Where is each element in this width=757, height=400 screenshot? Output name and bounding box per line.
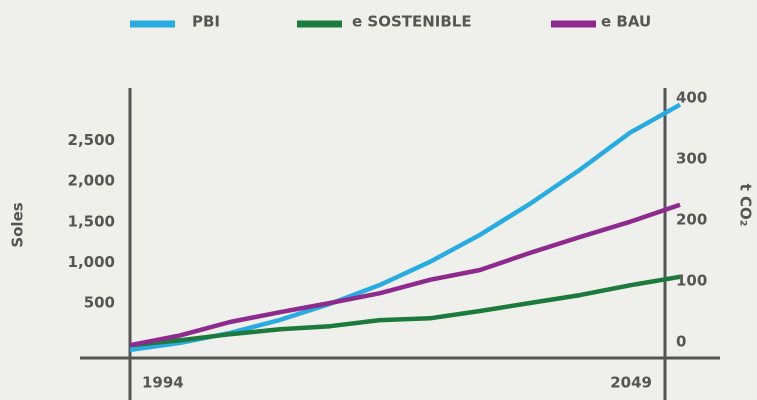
y-tick-label: 1,000 (68, 253, 115, 271)
series-line (129, 202, 681, 348)
series-line (129, 102, 682, 353)
y-axis-label: Soles (9, 202, 27, 247)
legend-label: e BAU (601, 13, 651, 31)
legend-label: e SOSTENIBLE (352, 13, 472, 31)
y-tick-label: 1,500 (68, 212, 115, 230)
y2-tick-label: 0 (676, 333, 686, 351)
y2-tick-label: 400 (676, 88, 707, 106)
y2-tick-label: 200 (676, 210, 707, 228)
series-line (129, 274, 681, 348)
y-tick-label: 500 (84, 293, 115, 311)
y2-tick-label: 100 (676, 272, 707, 290)
y-tick-label: 2,000 (68, 172, 115, 190)
y2-axis-label: t CO₂ (737, 184, 755, 227)
legend-label: PBI (192, 13, 220, 31)
x-tick-label: 1994 (142, 374, 184, 392)
x-tick-label: 2049 (610, 374, 652, 392)
y2-tick-label: 300 (676, 149, 707, 167)
y-tick-label: 2,500 (68, 131, 115, 149)
